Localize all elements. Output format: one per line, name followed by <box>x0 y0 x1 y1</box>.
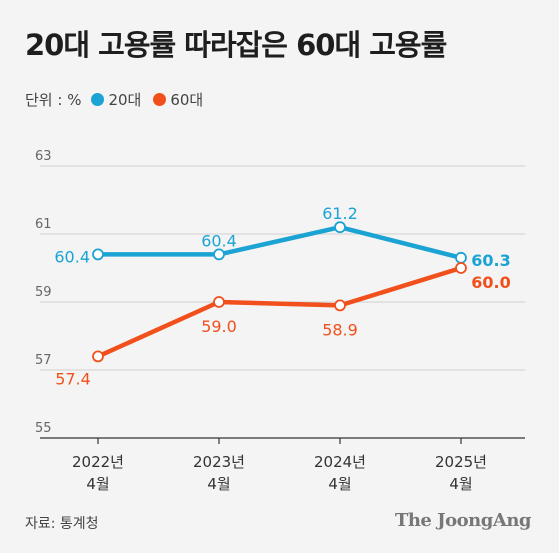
x-tick-label: 2024년 <box>314 453 366 471</box>
data-label: 61.2 <box>322 204 358 223</box>
y-tick-label: 59 <box>35 285 52 300</box>
legend-item-60s: 60대 <box>153 89 203 110</box>
data-label: 60.4 <box>54 247 90 266</box>
y-tick-label: 55 <box>35 421 52 436</box>
brand-logo: The JoongAng <box>394 510 532 531</box>
data-point <box>213 296 225 308</box>
x-tick-label: 4월 <box>328 475 351 493</box>
data-point <box>213 248 225 261</box>
data-label: 60.4 <box>201 231 237 250</box>
legend-swatch-20s <box>91 93 105 106</box>
x-tick-label: 2022년 <box>72 453 124 471</box>
data-label: 60.3 <box>471 251 510 270</box>
data-label: 60.0 <box>471 273 510 292</box>
series-line-60s <box>95 265 464 359</box>
legend: 단위 : % 20대 60대 <box>25 89 215 110</box>
x-tick-label: 4월 <box>449 475 472 493</box>
data-point <box>455 262 467 274</box>
x-tick-label: 4월 <box>86 475 109 493</box>
source-note: 자료: 통계청 <box>25 516 99 532</box>
x-tick-label: 4월 <box>207 475 230 493</box>
y-tick-label: 63 <box>35 149 52 164</box>
data-point <box>334 299 346 312</box>
legend-item-20s: 20대 <box>91 89 141 110</box>
legend-swatch-60s <box>153 93 167 106</box>
x-tick-label: 2025년 <box>435 453 487 471</box>
data-point <box>455 251 467 264</box>
data-label: 59.0 <box>201 317 237 336</box>
x-tick-label: 2023년 <box>193 453 245 471</box>
y-tick-label: 57 <box>35 353 52 368</box>
unit-label: 단위 : % <box>25 91 82 109</box>
data-point <box>334 221 346 234</box>
legend-label-20s: 20대 <box>108 91 142 109</box>
data-label: 57.4 <box>55 369 91 388</box>
data-label: 58.9 <box>322 320 358 339</box>
series-line-20s <box>95 224 464 261</box>
data-point <box>92 350 104 363</box>
y-tick-label: 61 <box>35 217 52 232</box>
legend-label-60s: 60대 <box>170 91 204 109</box>
chart-title: 20대 고용률 따라잡은 60대 고용률 <box>25 28 447 62</box>
data-point <box>92 248 104 261</box>
